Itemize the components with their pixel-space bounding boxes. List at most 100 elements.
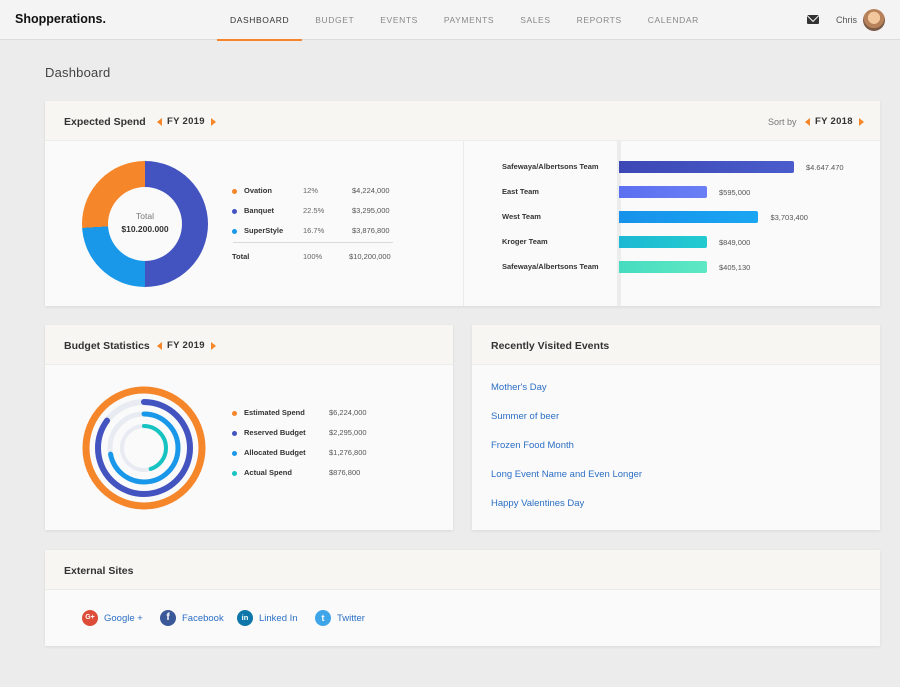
nav-reports[interactable]: REPORTS	[576, 15, 622, 25]
linkedin-link[interactable]: in Linked In	[237, 610, 298, 626]
legend-amount: $2,295,000	[329, 428, 367, 437]
donut-center: Total $10.200.000	[108, 187, 182, 261]
ring-arc	[107, 411, 181, 485]
legend-total-amount: $10,200,000	[349, 252, 391, 261]
legend-name: Allocated Budget	[244, 448, 306, 457]
event-link[interactable]: Happy Valentines Day	[491, 498, 585, 509]
team-spend-bar-chart: Safewaya/Albertsons Team $4.647.470 East T…	[463, 141, 880, 306]
legend-name: Actual Spend	[244, 468, 292, 477]
external-sites-card: External Sites G+ Google + f Facebook in…	[45, 550, 880, 646]
nav-payments[interactable]: PAYMENTS	[443, 15, 495, 25]
legend-total-name: Total	[232, 252, 250, 261]
legend-amount: $4,224,000	[352, 186, 390, 195]
sort-year-selector: FY 2018	[805, 116, 864, 127]
top-navigation-bar: Shopperations. DASHBOARD BUDGET EVENTS P…	[0, 0, 900, 41]
expected-spend-header: Expected Spend FY 2019 Sort by FY 2018	[45, 101, 880, 141]
mail-icon[interactable]	[807, 15, 819, 24]
sort-next-year-icon[interactable]	[858, 117, 864, 126]
legend-amount: $3,295,000	[352, 206, 390, 215]
bar-value-label: $849,000	[719, 238, 751, 247]
legend-name: Estimated Spend	[244, 408, 305, 417]
bar-label: Safewaya/Albertsons Team	[502, 262, 599, 271]
legend-dot	[232, 471, 237, 476]
legend-dot	[232, 189, 237, 194]
facebook-label: Facebook	[182, 612, 224, 624]
bar-label: Safewaya/Albertsons Team	[502, 162, 599, 171]
sort-by-label: Sort by	[768, 117, 797, 127]
twitter-icon: t	[315, 610, 331, 626]
bar-value-label: $4.647.470	[806, 163, 844, 172]
budget-prev-year-icon[interactable]	[157, 341, 162, 350]
page-title: Dashboard	[45, 65, 111, 80]
nav-dashboard[interactable]: DASHBOARD	[217, 0, 303, 41]
legend-amount: $6,224,000	[329, 408, 367, 417]
avatar[interactable]	[863, 9, 885, 31]
twitter-label: Twitter	[337, 612, 365, 624]
legend-percent: 22.5%	[303, 206, 325, 215]
budget-statistics-card: Budget Statistics FY 2019 Estimated Spen…	[45, 325, 453, 530]
user-name[interactable]: Chris	[836, 15, 858, 25]
bar-value-label: $405,130	[719, 263, 751, 272]
next-year-icon[interactable]	[210, 117, 216, 126]
budget-radial-chart	[82, 386, 206, 510]
sort-year: FY 2018	[815, 116, 853, 127]
legend-dot	[232, 229, 237, 234]
legend-total-percent: 100%	[303, 252, 323, 261]
bar-label: East Team	[502, 187, 539, 196]
brand-logo[interactable]: Shopperations.	[15, 12, 106, 26]
external-sites-title: External Sites	[64, 565, 134, 577]
event-link[interactable]: Summer of beer	[491, 411, 560, 422]
linkedin-label: Linked In	[259, 612, 298, 624]
main-nav: DASHBOARD BUDGET EVENTS PAYMENTS SALES R…	[217, 0, 712, 41]
legend-dot	[232, 209, 237, 214]
google-plus-link[interactable]: G+ Google +	[82, 610, 143, 626]
linkedin-icon: in	[237, 610, 253, 626]
legend-percent: 12%	[303, 186, 319, 195]
twitter-link[interactable]: t Twitter	[315, 610, 365, 626]
budget-next-year-icon[interactable]	[210, 341, 216, 350]
donut-center-value: $10.200.000	[121, 224, 169, 234]
facebook-icon: f	[160, 610, 176, 626]
bar[interactable]	[619, 211, 759, 223]
legend-percent: 16.7%	[303, 226, 325, 235]
legend-name: Banquet	[244, 206, 274, 215]
ring-arc	[82, 386, 206, 510]
budget-statistics-title: Budget Statistics	[64, 340, 150, 352]
bar-label: Kroger Team	[502, 237, 548, 246]
legend-amount: $3,876,800	[352, 226, 390, 235]
google-plus-icon: G+	[82, 610, 98, 626]
facebook-link[interactable]: f Facebook	[160, 610, 224, 626]
expected-spend-card: Expected Spend FY 2019 Sort by FY 2018 T…	[45, 101, 880, 306]
legend-dot	[232, 451, 237, 456]
expected-spend-title: Expected Spend	[64, 116, 146, 128]
bar-value-label: $595,000	[719, 188, 751, 197]
bar[interactable]	[619, 161, 794, 173]
donut-center-label: Total	[136, 211, 154, 221]
nav-sales[interactable]: SALES	[520, 15, 551, 25]
expected-spend-year: FY 2019	[167, 116, 205, 127]
bar-axis-shade	[617, 141, 621, 306]
budget-year: FY 2019	[167, 340, 205, 351]
legend-name: Ovation	[244, 186, 272, 195]
event-link[interactable]: Mother's Day	[491, 382, 547, 393]
nav-events[interactable]: EVENTS	[380, 15, 418, 25]
bar-label: West Team	[502, 212, 541, 221]
ring-arc	[95, 399, 193, 497]
nav-budget[interactable]: BUDGET	[315, 15, 355, 25]
nav-calendar[interactable]: CALENDAR	[647, 15, 699, 25]
legend-dot	[232, 431, 237, 436]
legend-divider	[233, 242, 393, 243]
prev-year-icon[interactable]	[157, 117, 162, 126]
bar[interactable]	[619, 236, 707, 248]
recent-events-title: Recently Visited Events	[491, 340, 610, 352]
sort-prev-year-icon[interactable]	[805, 117, 810, 126]
event-link[interactable]: Long Event Name and Even Longer	[491, 469, 643, 480]
event-link[interactable]: Frozen Food Month	[491, 440, 574, 451]
bar-value-label: $3,703,400	[770, 213, 808, 222]
recent-events-card: Recently Visited Events Mother's Day Sum…	[472, 325, 880, 530]
bar[interactable]	[619, 186, 707, 198]
legend-name: SuperStyle	[244, 226, 284, 235]
bar[interactable]	[619, 261, 707, 273]
legend-amount: $876,800	[329, 468, 361, 477]
expected-spend-donut-chart: Total $10.200.000	[82, 161, 208, 287]
